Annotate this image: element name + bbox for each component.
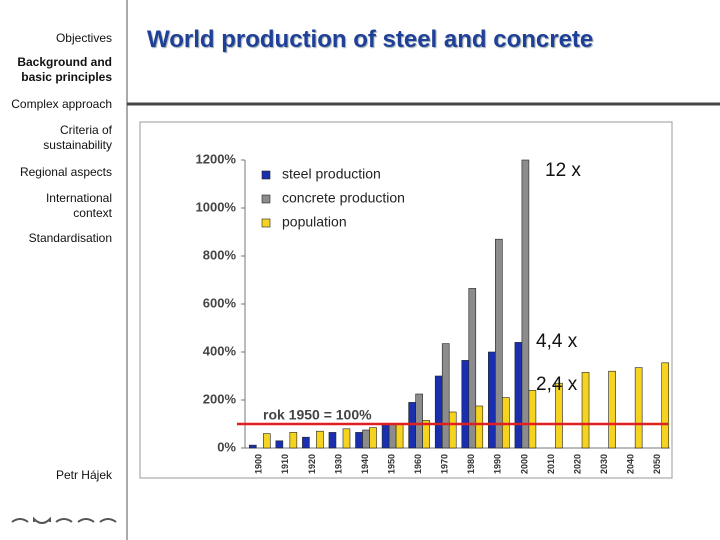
annotation: 12 x [545, 160, 581, 181]
legend-label: steel production [282, 166, 381, 182]
bar [468, 288, 477, 449]
bar [495, 238, 503, 449]
bar [422, 420, 430, 449]
bar [248, 444, 257, 449]
y-tick-label: 1000% [196, 199, 237, 214]
bar [302, 436, 310, 449]
bar [316, 430, 324, 449]
bar [362, 429, 370, 449]
x-tick-label: 2050 [652, 454, 662, 474]
bar [514, 342, 523, 449]
bar [328, 432, 337, 449]
bar [395, 423, 404, 449]
nav-item: Complex approach [11, 97, 112, 111]
x-tick-label: 1940 [360, 454, 370, 474]
bar [448, 411, 457, 449]
author: Petr Hájek [55, 468, 112, 482]
bar [355, 432, 363, 449]
y-tick-label: 200% [203, 391, 237, 406]
bar [388, 423, 397, 449]
x-tick-label: 1960 [413, 454, 423, 474]
legend-label: population [282, 214, 347, 230]
x-tick-label: 1990 [493, 454, 503, 474]
bar [369, 427, 377, 449]
bar [488, 351, 496, 449]
bar [521, 159, 530, 449]
x-tick-label: 1900 [254, 454, 264, 474]
x-tick-label: 2040 [626, 454, 636, 474]
bar [475, 405, 484, 449]
y-tick-label: 0% [217, 439, 236, 454]
x-tick-label: 1920 [307, 454, 317, 474]
x-tick-label: 1930 [333, 454, 343, 474]
legend-swatch [261, 218, 271, 228]
bar [581, 372, 590, 449]
x-tick-label: 1980 [466, 454, 476, 474]
bar [441, 343, 450, 449]
bar [634, 367, 643, 449]
bar [461, 360, 470, 449]
legend-swatch [261, 194, 271, 204]
nav-item: Standardisation [28, 231, 112, 245]
bar [555, 382, 563, 449]
x-tick-label: 1950 [386, 454, 396, 474]
bar [289, 432, 298, 449]
slide-title: World production of steel and concrete [147, 26, 594, 53]
x-tick-label: 2000 [519, 454, 529, 474]
bar [434, 375, 443, 449]
y-tick-label: 400% [203, 343, 237, 358]
legend-label: concrete production [282, 190, 405, 206]
nav-item-active: Background and basic principles [17, 55, 112, 84]
bar [275, 440, 284, 449]
reference-label: rok 1950 = 100% [263, 407, 372, 423]
x-tick-label: 2010 [546, 454, 556, 474]
x-tick-label: 2030 [599, 454, 609, 474]
nav-item: International context [45, 191, 112, 220]
x-tick-label: 1910 [280, 454, 290, 474]
logo [11, 516, 117, 524]
x-tick-label: 2020 [572, 454, 582, 474]
bar [342, 428, 351, 449]
nav-item: Objectives [55, 31, 112, 45]
y-tick-label: 600% [203, 295, 237, 310]
bar [415, 393, 423, 449]
bar [262, 433, 271, 449]
nav-item: Regional aspects [19, 165, 112, 179]
y-tick-label: 800% [203, 247, 237, 262]
y-tick-label: 1200% [196, 151, 237, 166]
bar [381, 423, 390, 449]
annotation: 2,4 x [536, 374, 578, 395]
legend-swatch [261, 170, 271, 180]
annotation: 4,4 x [536, 331, 578, 352]
bar [661, 362, 670, 449]
x-tick-label: 1970 [440, 454, 450, 474]
bar [608, 370, 616, 449]
bar [528, 390, 537, 449]
nav-item: Criteria of sustainability [43, 123, 112, 152]
